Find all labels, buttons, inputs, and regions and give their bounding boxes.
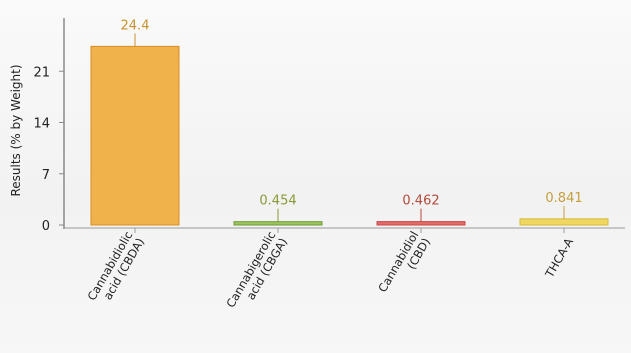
x-tick-label: Cannabidiolicacid (CBDA) [85,229,148,310]
y-tick-label: 14 [33,117,50,132]
data-label: 0.841 [545,191,582,206]
data-label: 24.4 [121,18,150,33]
y-tick-label: 21 [33,65,50,80]
y-tick-label: 7 [42,168,50,183]
x-tick-label: Cannabigerolicacid (CBGA) [223,229,290,317]
axes: 0 7 14 21 Results (% by Weight) [9,18,625,234]
y-axis-title: Results (% by Weight) [9,64,23,196]
bar [376,221,466,226]
x-tick-label: Cannabidiol(CBD) [375,229,433,302]
data-label: 0.454 [259,194,296,209]
svg-text:Cannabidiolicacid (CBDA): Cannabidiolicacid (CBDA) [85,229,148,310]
bars [90,33,609,226]
x-tick-label: THCA-A [542,235,576,280]
bar [233,221,323,226]
svg-text:Cannabigerolicacid (CBGA): Cannabigerolicacid (CBGA) [223,229,290,317]
svg-text:THCA-A: THCA-A [542,235,576,280]
svg-text:Cannabidiol(CBD): Cannabidiol(CBD) [375,229,433,302]
y-tick-label: 0 [42,219,50,234]
bar [90,45,180,226]
bar [519,218,609,226]
data-label: 0.462 [402,194,439,209]
